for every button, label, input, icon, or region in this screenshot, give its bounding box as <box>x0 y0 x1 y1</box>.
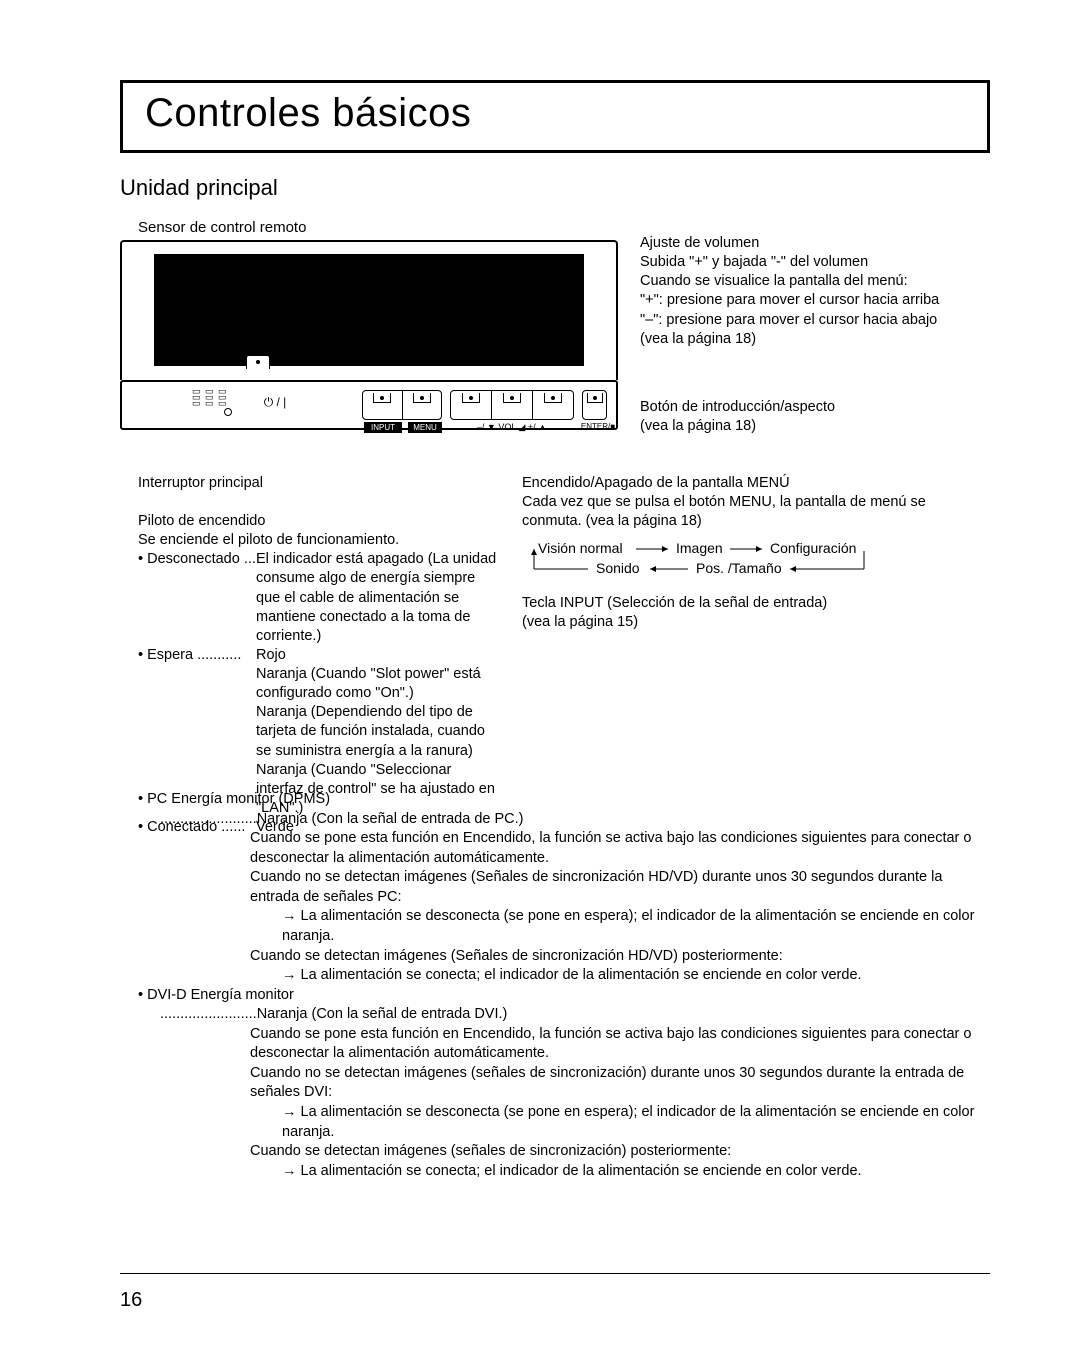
svg-text:Visión normal: Visión normal <box>538 540 623 556</box>
device-screen <box>154 254 584 366</box>
page-number: 16 <box>120 1289 142 1312</box>
con-label: • Conectado ...... <box>138 818 256 837</box>
manual-page: Controles básicos Unidad principal Senso… <box>0 0 1080 1354</box>
dvi-p5: → La alimentación se conecta; el indicad… <box>282 1162 990 1182</box>
enter-button <box>583 391 606 419</box>
piloto-l1: Se enciende el piloto de funcionamiento. <box>138 531 500 550</box>
power-symbol: ⏻ / | <box>260 395 290 410</box>
device-diagram: ▭ ▭ ▭▭ ▭ ▭▭ ▭ ▭ ⏻ / | INPUT MENU –/ ▼ VO… <box>120 240 990 440</box>
boton-heading: Botón de introducción/aspecto <box>640 398 980 417</box>
ajuste-heading: Ajuste de volumen <box>640 234 980 253</box>
section-subheading: Unidad principal <box>120 175 990 201</box>
dvi-heading: • DVI-D Energía monitor <box>138 986 990 1006</box>
dvi-p2: Cuando no se detectan imágenes (señales … <box>250 1064 990 1103</box>
lower-text: • PC Energía monitor (DPMS) ............… <box>120 790 990 1181</box>
vol-up-button <box>533 391 573 419</box>
menu-l1: Cada vez que se pulsa el botón MENU, la … <box>522 493 982 531</box>
button-group-3 <box>582 390 607 420</box>
menu-flow: Visión normal Imagen Configuración Pos. … <box>528 539 958 587</box>
desc-label: • Desconectado ... <box>138 550 256 646</box>
dvi-col: Naranja (Con la señal de entrada DVI.) <box>257 1006 508 1022</box>
esp-label: • Espera ........... <box>138 646 256 818</box>
svg-text:Sonido: Sonido <box>596 560 640 576</box>
esp-t3: Naranja (Dependiendo del tipo de tarjeta… <box>256 703 500 760</box>
pc-p2: Cuando no se detectan imágenes (Señales … <box>250 868 990 907</box>
callout-input-select: Tecla INPUT (Selección de la señal de en… <box>522 594 962 632</box>
desc-text: El indicador está apagado (La unidad con… <box>256 550 500 646</box>
piloto-heading: Piloto de encendido <box>138 512 500 531</box>
remote-sensor-icon <box>246 355 270 369</box>
dvi-p4: Cuando se detectan imágenes (señales de … <box>250 1142 990 1162</box>
ajuste-l2: Cuando se visualice la pantalla del menú… <box>640 272 980 291</box>
callout-piloto: Piloto de encendido Se enciende el pilot… <box>120 512 500 837</box>
speaker-grill-icon: ▭ ▭ ▭▭ ▭ ▭▭ ▭ ▭ <box>192 388 232 406</box>
ajuste-l4: "–": presione para mover el cursor hacia… <box>640 311 980 330</box>
dvi-dots: ........................ <box>160 1006 257 1022</box>
button-group-1 <box>362 390 442 420</box>
esp-t2: Naranja (Cuando "Slot power" está config… <box>256 665 500 703</box>
page-title: Controles básicos <box>145 91 965 136</box>
callout-menu-onoff: Encendido/Apagado de la pantalla MENÚ Ca… <box>522 474 982 531</box>
pc-p5: → La alimentación se conecta; el indicad… <box>282 966 990 986</box>
ajuste-l5: (vea la página 18) <box>640 330 980 349</box>
mid-callouts: Interruptor principal Encendido/Apagado … <box>120 460 990 610</box>
input-heading: Tecla INPUT (Selección de la señal de en… <box>522 594 962 613</box>
callout-interruptor: Interruptor principal <box>138 474 263 493</box>
label-menu: MENU <box>408 422 442 433</box>
callout-boton-aspecto: Botón de introducción/aspecto (vea la pá… <box>640 398 980 436</box>
input-l1: (vea la página 15) <box>522 613 962 632</box>
label-input: INPUT <box>364 422 402 433</box>
piloto-desconectado: • Desconectado ... El indicador está apa… <box>138 550 500 646</box>
device-outline: ▭ ▭ ▭▭ ▭ ▭▭ ▭ ▭ ⏻ / | INPUT MENU –/ ▼ VO… <box>120 240 618 430</box>
dvi-p1: Cuando se pone esta función en Encendido… <box>250 1025 990 1064</box>
footer-rule <box>120 1273 990 1274</box>
svg-text:Pos. /Tamaño: Pos. /Tamaño <box>696 560 782 576</box>
pc-p4: Cuando se detectan imágenes (Señales de … <box>250 947 990 967</box>
piloto-espera: • Espera ........... Rojo Naranja (Cuand… <box>138 646 500 818</box>
ajuste-l1: Subida "+" y bajada "-" del volumen <box>640 253 980 272</box>
esp-rojo: Rojo <box>256 646 500 665</box>
menu-flow-svg: Visión normal Imagen Configuración Pos. … <box>528 539 958 583</box>
svg-text:Imagen: Imagen <box>676 540 723 556</box>
vol-blank-button <box>492 391 533 419</box>
input-button <box>363 391 403 419</box>
callout-ajuste-volumen: Ajuste de volumen Subida "+" y bajada "-… <box>640 234 980 349</box>
label-vol: –/ ▼ VOL ◢ +/ ▲ <box>450 422 574 433</box>
button-group-2 <box>450 390 574 420</box>
title-box: Controles básicos <box>120 80 990 153</box>
label-enter: ENTER/■ <box>580 422 616 431</box>
pc-p3: → La alimentación se desconecta (se pone… <box>282 907 990 946</box>
vol-down-button <box>451 391 492 419</box>
menu-button <box>403 391 442 419</box>
pilot-led-icon <box>224 408 232 416</box>
esp-t4: Naranja (Cuando "Seleccionar interfaz de… <box>256 761 500 818</box>
menu-heading: Encendido/Apagado de la pantalla MENÚ <box>522 474 982 493</box>
dvi-p3: → La alimentación se desconecta (se pone… <box>282 1103 990 1142</box>
svg-text:Configuración: Configuración <box>770 540 856 556</box>
piloto-conectado: • Conectado ...... Verde <box>138 818 500 837</box>
con-text: Verde <box>256 818 294 837</box>
boton-l1: (vea la página 18) <box>640 417 980 436</box>
ajuste-l3: "+": presione para mover el cursor hacia… <box>640 291 980 310</box>
